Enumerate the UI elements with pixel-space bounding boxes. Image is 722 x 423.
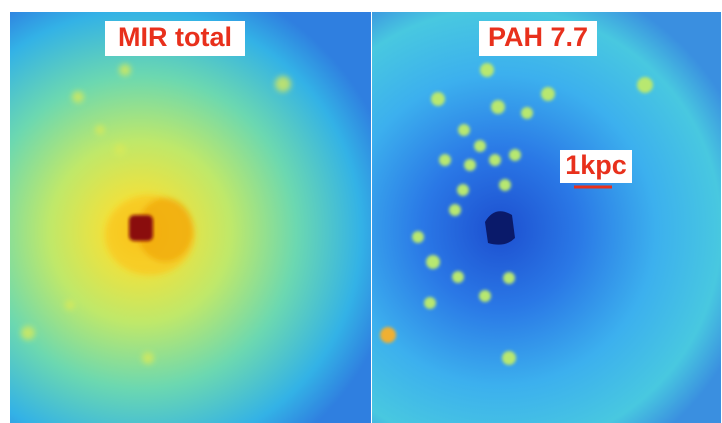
panel-label: MIR total <box>118 22 232 52</box>
figure: MIR total PAH 7.7 1kpc <box>0 0 722 423</box>
panel-label: PAH 7.7 <box>488 22 588 52</box>
panel-mir <box>10 12 371 423</box>
panel-pah <box>372 12 721 423</box>
scale-bar-label: 1kpc <box>565 150 627 180</box>
